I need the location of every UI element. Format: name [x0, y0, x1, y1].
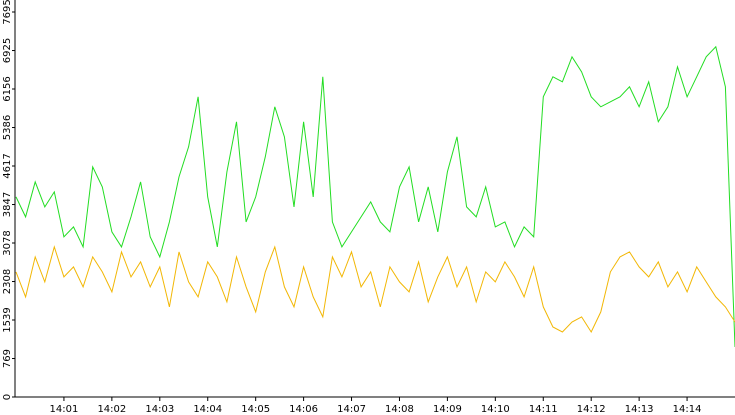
x-tick-label: 14:14 — [673, 404, 702, 415]
y-tick-label: 7695 — [2, 0, 13, 25]
x-tick-label: 14:03 — [145, 404, 174, 415]
x-tick-label: 14:05 — [241, 404, 270, 415]
y-tick-label: 1539 — [2, 307, 13, 332]
x-tick-label: 14:12 — [577, 404, 606, 415]
y-tick-label: 3078 — [2, 230, 13, 255]
x-tick-label: 14:09 — [433, 404, 462, 415]
y-tick-label: 5386 — [2, 115, 13, 140]
y-tick-label: 6156 — [2, 76, 13, 101]
x-tick-label: 14:04 — [193, 404, 222, 415]
y-tick-label: 4617 — [2, 153, 13, 178]
y-tick-label: 0 — [2, 394, 13, 400]
x-tick-label: 14:11 — [529, 404, 558, 415]
x-tick-label: 14:10 — [481, 404, 510, 415]
y-tick-label: 3847 — [2, 192, 13, 217]
x-tick-label: 14:13 — [625, 404, 654, 415]
y-tick-label: 6925 — [2, 38, 13, 63]
y-tick-label: 2308 — [2, 269, 13, 294]
x-tick-label: 14:01 — [50, 404, 79, 415]
x-tick-label: 14:07 — [337, 404, 366, 415]
x-tick-label: 14:08 — [385, 404, 414, 415]
x-tick-label: 14:02 — [97, 404, 126, 415]
y-tick-label: 769 — [2, 349, 13, 368]
series-line — [15, 45, 735, 348]
x-tick-label: 14:06 — [289, 404, 318, 415]
series-line — [15, 245, 735, 334]
